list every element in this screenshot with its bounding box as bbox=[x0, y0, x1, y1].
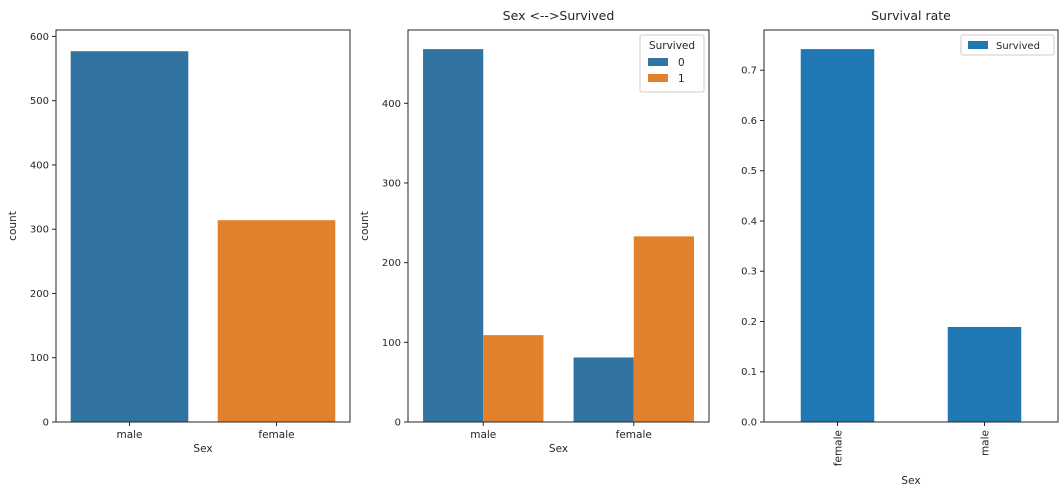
x-tick-label-female: female bbox=[833, 430, 845, 466]
chart-0-bars: male female bbox=[70, 51, 336, 441]
chart-title: Sex <-->Survived bbox=[503, 8, 615, 23]
y-tick-label: 0.6 bbox=[741, 116, 757, 127]
legend: Survived bbox=[960, 34, 1055, 56]
x-tick-label-female: female bbox=[616, 429, 652, 441]
bar-male bbox=[70, 51, 189, 423]
chart-2-frame bbox=[763, 29, 1059, 423]
bar-female-survived-0 bbox=[573, 357, 634, 422]
y-tick-label: 200 bbox=[382, 258, 401, 269]
x-axis-label: Sex bbox=[549, 443, 568, 455]
y-tick-label: 100 bbox=[30, 353, 49, 364]
bar-male-survived-1 bbox=[483, 335, 544, 422]
legend-label-0: 0 bbox=[678, 57, 685, 69]
legend-box bbox=[960, 34, 1055, 56]
chart-1-y-axis: 0 100 200 300 400 count bbox=[359, 99, 408, 429]
y-tick-label: 0.7 bbox=[741, 66, 757, 77]
y-tick-label: 0 bbox=[395, 418, 401, 429]
y-tick-label: 0.3 bbox=[741, 267, 757, 278]
bar-female bbox=[217, 220, 336, 422]
x-tick-label-female: female bbox=[258, 429, 294, 441]
legend-label-survived: Survived bbox=[996, 41, 1040, 52]
y-tick-label: 300 bbox=[382, 178, 401, 189]
y-tick-label: 200 bbox=[30, 289, 49, 300]
legend-swatch-survived bbox=[968, 41, 988, 49]
chart-1-frame bbox=[407, 29, 710, 423]
y-tick-label: 0.0 bbox=[741, 418, 757, 429]
chart-2-bars: female male bbox=[800, 49, 1022, 466]
y-tick-label: 100 bbox=[382, 338, 401, 349]
x-tick-label-male: male bbox=[980, 430, 992, 456]
y-tick-label: 400 bbox=[30, 160, 49, 171]
y-tick-label: 0.4 bbox=[741, 216, 757, 227]
bar-female-survived-1 bbox=[633, 236, 694, 422]
chart-0-y-axis: 0 100 200 300 400 500 600 count bbox=[7, 32, 56, 429]
y-tick-label: 0.2 bbox=[741, 317, 757, 328]
y-tick-label: 500 bbox=[30, 96, 49, 107]
chart-0-frame bbox=[55, 29, 351, 423]
legend-swatch-1 bbox=[648, 74, 668, 82]
chart-title: Survival rate bbox=[871, 8, 951, 23]
x-tick-label-male: male bbox=[116, 429, 142, 441]
legend-swatch-0 bbox=[648, 58, 668, 66]
bar-male bbox=[947, 327, 1022, 422]
y-tick-label: 0 bbox=[43, 418, 49, 429]
legend-label-1: 1 bbox=[678, 73, 685, 85]
chart-2-y-axis: 0.0 0.1 0.2 0.3 0.4 0.5 0.6 0.7 bbox=[741, 66, 764, 429]
bar-male-survived-0 bbox=[423, 49, 484, 423]
y-axis-label: count bbox=[7, 211, 19, 241]
bar-female bbox=[800, 49, 875, 422]
y-tick-label: 0.5 bbox=[741, 166, 757, 177]
x-axis-label: Sex bbox=[193, 443, 212, 455]
x-tick-label-male: male bbox=[470, 429, 496, 441]
legend: Survived 0 1 bbox=[639, 34, 705, 93]
y-tick-label: 600 bbox=[30, 32, 49, 43]
y-axis-label: count bbox=[359, 211, 371, 241]
legend-title: Survived bbox=[649, 40, 695, 52]
y-tick-label: 0.1 bbox=[741, 367, 757, 378]
chart-1-bars: male female bbox=[423, 49, 694, 441]
y-tick-label: 400 bbox=[382, 99, 401, 110]
y-tick-label: 300 bbox=[30, 225, 49, 236]
x-axis-label: Sex bbox=[901, 475, 920, 487]
